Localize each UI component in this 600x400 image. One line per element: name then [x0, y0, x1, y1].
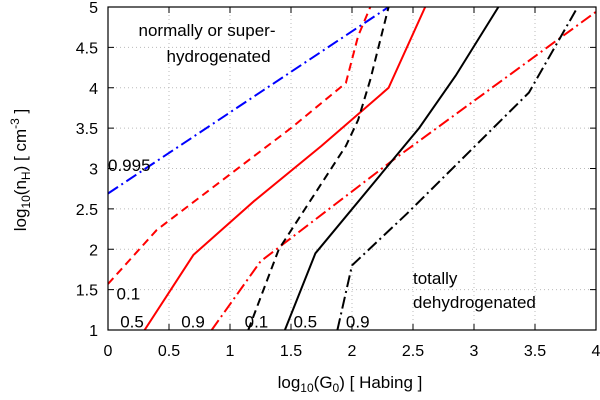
y-tick-label: 1	[89, 323, 98, 340]
x-tick-label: 2.5	[402, 343, 424, 360]
series-line-0.995-blue-dashdot	[108, 7, 390, 195]
annot-hydrogenated: hydrogenated	[167, 47, 271, 66]
y-tick-label: 3.5	[76, 121, 98, 138]
x-tick-label: 1	[226, 343, 235, 360]
y-tick-label: 4	[89, 81, 98, 98]
label-09-red: 0.9	[181, 313, 205, 332]
series-line-0.5-black-solid	[283, 7, 500, 330]
label-0995: 0.995	[108, 156, 151, 175]
y-tick-label: 2.5	[76, 202, 98, 219]
y-tick-label: 3	[89, 162, 98, 179]
annot-totally: totally	[413, 269, 458, 288]
label-01-red: 0.1	[117, 284, 141, 303]
label-05-black: 0.5	[293, 313, 317, 332]
x-tick-label: 0	[104, 343, 113, 360]
series-line-0.5-red-solid	[143, 7, 427, 330]
x-tick-label: 2	[348, 343, 357, 360]
x-tick-label: 3	[470, 343, 479, 360]
label-01-black: 0.1	[245, 313, 269, 332]
label-05-red: 0.5	[120, 313, 144, 332]
x-tick-label: 1.5	[280, 343, 302, 360]
series-layer	[108, 7, 596, 330]
x-tick-label: 3.5	[524, 343, 546, 360]
series-line-0.1-red-dashed	[108, 7, 372, 285]
x-axis-title: log10(G0) [ Habing ]	[278, 373, 423, 395]
y-tick-label: 2	[89, 242, 98, 259]
ticks: 0 0.5 1 1.5 2 2.5 3 3.5 4 1 1.5 2 2.5 3 3.5 4 4.5 5	[76, 0, 600, 360]
series-line-0.9-black-dashdot	[336, 7, 579, 330]
annotations: normally or super-hydrogenated totally deh…	[108, 21, 536, 332]
annot-dehydrogenated: dehydrogenated	[413, 293, 536, 312]
y-tick-label: 4.5	[76, 40, 98, 57]
series-line-0.1-black-dashed	[247, 7, 390, 330]
annot-normally: normally or super-	[139, 21, 276, 40]
y-axis-title: log10(nH) [ cm-3 ]	[8, 109, 33, 231]
x-tick-label: 4	[592, 343, 600, 360]
y-tick-label: 5	[89, 0, 98, 17]
x-tick-label: 0.5	[158, 343, 180, 360]
label-09-black: 0.9	[346, 313, 370, 332]
y-tick-label: 1.5	[76, 283, 98, 300]
